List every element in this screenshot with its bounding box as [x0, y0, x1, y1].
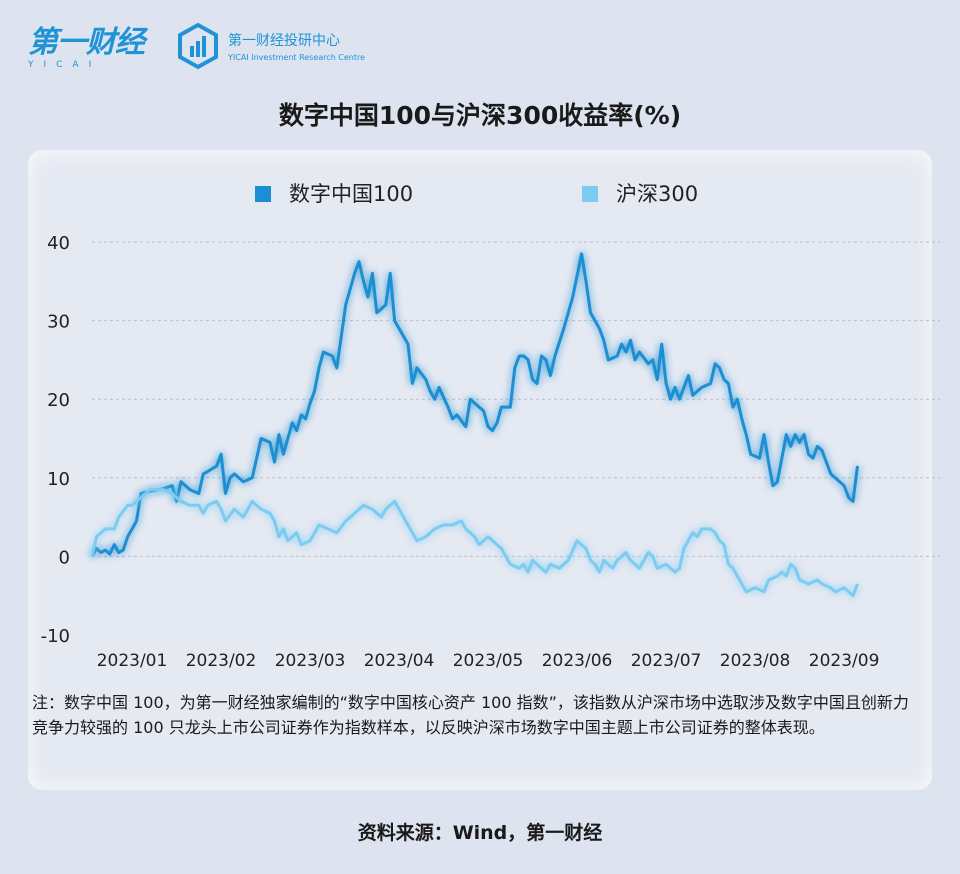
y-tick-label: 10 [47, 469, 70, 490]
legend-swatch-2 [582, 186, 598, 202]
y-tick-label: 0 [59, 547, 70, 568]
y-tick-label: -10 [41, 626, 70, 647]
footnote: 注：数字中国 100，为第一财经独家编制的“数字中国核心资产 100 指数”，该… [32, 693, 909, 737]
research-centre-name-en: YICAI Investment Research Centre [228, 53, 366, 62]
yicai-logo: 第一财经 YICAI [28, 25, 145, 71]
yicai-logo-en: YICAI [28, 60, 102, 70]
x-tick-label: 2023/08 [720, 651, 791, 671]
x-tick-label: 2023/05 [453, 651, 524, 671]
chart-panel [28, 150, 932, 790]
y-tick-label: 40 [47, 233, 70, 254]
x-tick-label: 2023/07 [631, 651, 702, 671]
series-line-2 [90, 488, 859, 598]
x-tick-label: 2023/03 [275, 651, 346, 671]
legend-swatch-1 [255, 186, 271, 202]
legend-label-2: 沪深300 [616, 182, 698, 206]
x-tick-label: 2023/09 [809, 651, 880, 671]
legend-label-1: 数字中国100 [289, 182, 413, 206]
x-tick-label: 2023/02 [186, 651, 257, 671]
data-source: 资料来源：Wind，第一财经 [357, 822, 603, 844]
x-tick-label: 2023/04 [364, 651, 435, 671]
yicai-logo-cn: 第一财经 [28, 25, 145, 60]
series-line-1 [90, 252, 859, 558]
research-hexagon-icon [178, 22, 218, 70]
line-chart: -10 0 10 20 30 40 2023/01 2023/02 2023/03 2023/04… [41, 182, 940, 671]
y-tick-label: 30 [47, 312, 70, 333]
research-centre-logo: 第一财经投研中心 YICAI Investment Research Centr… [176, 22, 365, 70]
research-centre-name-cn: 第一财经投研中心 [228, 33, 340, 49]
y-tick-label: 20 [47, 390, 70, 411]
x-tick-label: 2023/01 [97, 651, 168, 671]
x-tick-label: 2023/06 [542, 651, 613, 671]
chart-title: 数字中国100与沪深300收益率(%) [278, 101, 682, 130]
